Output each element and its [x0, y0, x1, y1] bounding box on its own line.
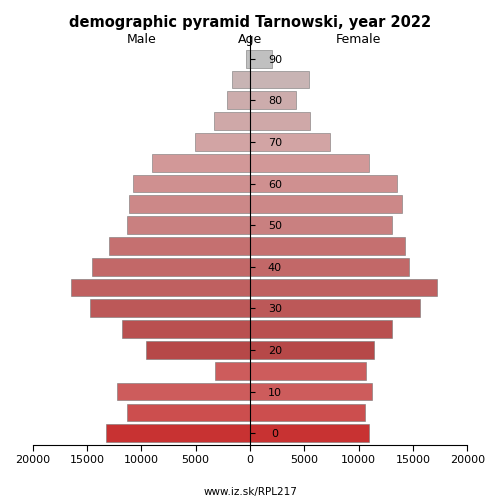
Bar — [250, 196, 402, 213]
Bar — [127, 404, 250, 421]
Bar — [108, 237, 250, 255]
Bar — [215, 362, 250, 380]
Bar — [152, 154, 250, 172]
Bar — [250, 320, 392, 338]
Bar — [250, 341, 374, 359]
Bar — [122, 320, 250, 338]
Bar — [250, 50, 272, 68]
Text: Female: Female — [336, 32, 382, 46]
Bar — [250, 404, 365, 421]
Bar — [232, 70, 250, 88]
Bar — [250, 362, 366, 380]
Text: www.iz.sk/RPL217: www.iz.sk/RPL217 — [203, 487, 297, 497]
Bar — [246, 50, 250, 68]
Bar — [250, 300, 420, 317]
Title: demographic pyramid Tarnowski, year 2022: demographic pyramid Tarnowski, year 2022 — [69, 15, 431, 30]
Bar — [106, 424, 250, 442]
Bar — [250, 258, 408, 276]
Bar — [250, 154, 368, 172]
Bar — [250, 92, 296, 109]
Bar — [70, 278, 250, 296]
Bar — [250, 216, 392, 234]
Bar — [250, 237, 406, 255]
Bar — [130, 196, 250, 213]
Bar — [250, 278, 437, 296]
Bar — [92, 258, 250, 276]
Bar — [250, 112, 310, 130]
Text: Male: Male — [126, 32, 156, 46]
Bar — [146, 341, 250, 359]
Bar — [194, 133, 250, 151]
Bar — [250, 133, 330, 151]
Text: Age: Age — [238, 32, 262, 46]
Bar — [90, 300, 250, 317]
Bar — [250, 382, 372, 400]
Bar — [227, 92, 250, 109]
Bar — [250, 174, 397, 192]
Bar — [214, 112, 250, 130]
Bar — [250, 70, 308, 88]
Bar — [132, 174, 250, 192]
Bar — [127, 216, 250, 234]
Bar — [250, 424, 368, 442]
Bar — [118, 382, 250, 400]
